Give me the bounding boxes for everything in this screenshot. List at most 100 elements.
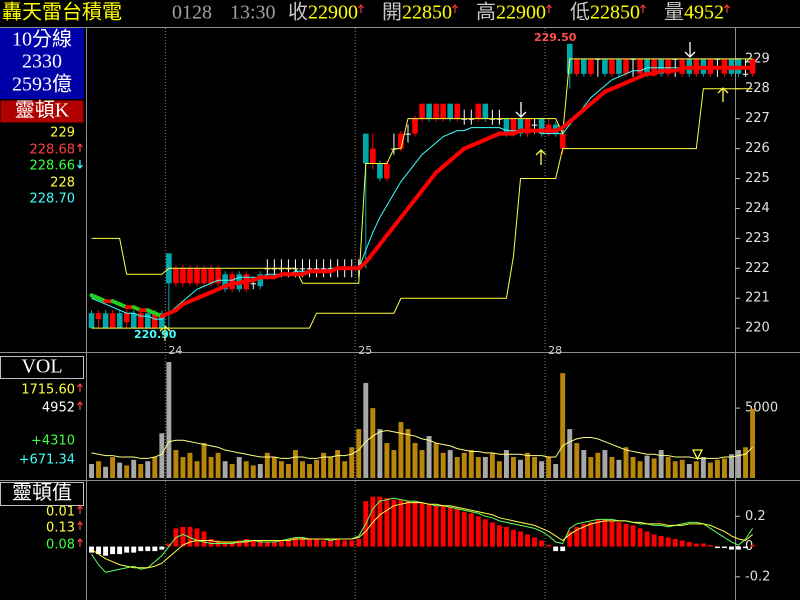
bar bbox=[714, 546, 720, 549]
bar bbox=[96, 546, 102, 555]
bar bbox=[644, 531, 650, 547]
candle-body bbox=[482, 103, 489, 119]
bar bbox=[679, 459, 685, 478]
bar bbox=[588, 457, 594, 478]
bar bbox=[398, 422, 404, 478]
bar bbox=[377, 429, 383, 478]
bar bbox=[602, 519, 608, 547]
bar bbox=[187, 526, 193, 547]
price-annotation: 229.50 bbox=[534, 31, 577, 44]
legend-value: 229 bbox=[50, 126, 75, 141]
bar bbox=[391, 450, 397, 478]
bar bbox=[581, 523, 587, 547]
bar bbox=[110, 546, 116, 555]
bar bbox=[658, 450, 664, 478]
candle-body bbox=[278, 268, 285, 270]
bar bbox=[356, 539, 362, 547]
line-series bbox=[91, 502, 753, 569]
bar bbox=[672, 461, 678, 478]
bar bbox=[300, 537, 305, 547]
bar bbox=[419, 450, 425, 478]
bar bbox=[236, 457, 242, 478]
y-tick-label: 224 bbox=[745, 201, 770, 216]
bar bbox=[581, 450, 587, 478]
candle-body bbox=[580, 58, 587, 74]
x-tick-label: 25 bbox=[358, 344, 372, 357]
panel-title-box bbox=[0, 356, 84, 379]
bar bbox=[546, 457, 552, 478]
quote-label: 量 bbox=[664, 2, 684, 24]
bar bbox=[475, 516, 481, 547]
bar bbox=[363, 382, 369, 478]
buy-arrow bbox=[535, 149, 547, 165]
legend-value: 1715.60 bbox=[21, 383, 75, 398]
bar bbox=[574, 526, 580, 547]
bar bbox=[131, 459, 137, 478]
bar bbox=[138, 464, 144, 478]
bar bbox=[750, 408, 756, 478]
bar bbox=[468, 513, 474, 547]
bar bbox=[574, 443, 580, 478]
bar bbox=[447, 450, 453, 478]
bar bbox=[145, 461, 151, 478]
bar bbox=[412, 501, 418, 547]
candle-body bbox=[665, 58, 672, 74]
candle-body bbox=[658, 58, 664, 74]
bar bbox=[567, 429, 573, 478]
bar bbox=[637, 528, 643, 547]
candle-body bbox=[362, 133, 369, 164]
bar bbox=[229, 464, 235, 478]
sidebar-box bbox=[0, 28, 84, 99]
bar bbox=[250, 540, 256, 547]
candle-body bbox=[616, 58, 622, 74]
quote-value: 4952 bbox=[684, 2, 724, 24]
bar bbox=[489, 452, 495, 478]
candle-body bbox=[313, 268, 320, 270]
bar bbox=[398, 499, 404, 547]
candle-body bbox=[672, 58, 679, 60]
frame bbox=[0, 27, 800, 600]
candle-body bbox=[426, 103, 432, 119]
candle-body bbox=[159, 313, 165, 329]
bar bbox=[271, 542, 277, 547]
bar bbox=[489, 522, 495, 547]
bar bbox=[370, 408, 376, 478]
candle-body bbox=[447, 103, 453, 119]
bar bbox=[300, 461, 305, 478]
candle-body bbox=[123, 313, 130, 323]
trend-arrow bbox=[77, 401, 83, 410]
bar bbox=[103, 466, 109, 478]
quote-bar: 收 22900 開 22850 高 22900 低 22850 量 4952 bbox=[288, 1, 724, 24]
bar bbox=[194, 461, 200, 478]
bar bbox=[721, 546, 727, 549]
quote-value: 22900 bbox=[308, 2, 358, 24]
bar bbox=[314, 539, 320, 547]
x-tick-label: 24 bbox=[168, 344, 182, 357]
y-tick-label: 227 bbox=[745, 111, 770, 126]
bar bbox=[503, 526, 509, 547]
bar bbox=[89, 464, 94, 478]
bar bbox=[503, 450, 509, 478]
bar bbox=[321, 452, 327, 478]
candle-body bbox=[109, 313, 116, 329]
candle-body bbox=[496, 118, 503, 120]
bar bbox=[335, 539, 341, 547]
bar bbox=[651, 534, 657, 547]
legend-value: 228.68 bbox=[30, 143, 76, 158]
bar bbox=[194, 528, 200, 547]
bar bbox=[623, 523, 629, 547]
candle-body bbox=[173, 268, 179, 284]
bar bbox=[278, 461, 284, 478]
bar bbox=[250, 465, 256, 478]
candle-body bbox=[306, 268, 313, 270]
legend-value: 0.08 bbox=[46, 538, 75, 553]
candle-body bbox=[264, 268, 271, 270]
candle-body bbox=[208, 268, 214, 284]
bar bbox=[665, 457, 671, 478]
bar bbox=[405, 501, 411, 547]
bar bbox=[384, 443, 390, 478]
trend-arrow bbox=[640, 4, 646, 13]
bar bbox=[117, 546, 123, 555]
bar bbox=[89, 546, 94, 553]
bar bbox=[637, 461, 643, 478]
